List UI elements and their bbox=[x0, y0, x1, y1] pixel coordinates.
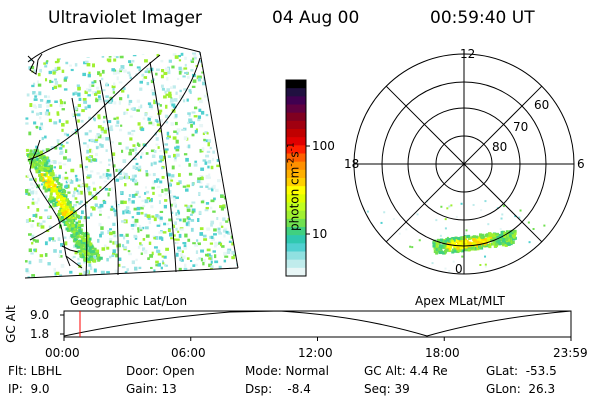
instrument-title: Ultraviolet Imager bbox=[48, 8, 202, 28]
colorbar-tick-10: 10 bbox=[312, 227, 328, 241]
altitude-plot bbox=[60, 310, 572, 341]
mlat-label-60: 60 bbox=[534, 98, 550, 112]
dsp-readout: Dsp: -8.4 bbox=[245, 382, 311, 396]
coastline bbox=[27, 53, 83, 269]
time-tick-1200: 12:00 bbox=[298, 346, 333, 360]
altitude-curve bbox=[63, 310, 572, 337]
mode-readout: Mode: Normal bbox=[245, 364, 329, 378]
filter-readout: Flt: LBHL bbox=[8, 364, 62, 378]
time-tick-0000: 00:00 bbox=[45, 346, 80, 360]
gain-readout: Gain: 13 bbox=[126, 382, 177, 396]
gc-alt-readout: GC Alt: 4.4 Re bbox=[364, 364, 448, 378]
unit-text: photon cm bbox=[287, 166, 302, 231]
colorbar bbox=[285, 79, 310, 277]
mlt-label-18: 18 bbox=[344, 157, 360, 171]
mlat-label-70: 70 bbox=[513, 120, 529, 134]
unit-exp-2: -1 bbox=[286, 142, 297, 152]
ip-readout: IP: 9.0 bbox=[8, 382, 50, 396]
time-tick-0600: 06:00 bbox=[171, 346, 206, 360]
time-tick-1800: 18:00 bbox=[425, 346, 460, 360]
altitude-y-label: GC Alt bbox=[4, 305, 18, 343]
unit-s: s bbox=[287, 151, 302, 158]
colorbar-unit-label: photon cm-2s-1 bbox=[276, 121, 302, 261]
geo-grid bbox=[24, 37, 239, 279]
polar-grid bbox=[353, 53, 575, 275]
time-tick-2359: 23:59 bbox=[553, 346, 588, 360]
polar-image-panel bbox=[353, 53, 575, 275]
mlt-label-6: 6 bbox=[577, 157, 585, 171]
polar-panel-label: Apex MLat/MLT bbox=[415, 294, 505, 308]
mlat-label-80: 80 bbox=[492, 140, 508, 154]
mlt-label-0: 0 bbox=[455, 262, 463, 276]
glat-readout: GLat: -53.5 bbox=[486, 364, 557, 378]
mlt-label-12: 12 bbox=[460, 47, 476, 61]
geographic-image-panel bbox=[24, 37, 239, 279]
colorbar-tick-100: 100 bbox=[312, 139, 335, 153]
time-label: 00:59:40 UT bbox=[430, 8, 535, 28]
altitude-y-tick-9: 9.0 bbox=[30, 308, 50, 322]
unit-exp-1: -2 bbox=[286, 157, 297, 167]
date-label: 04 Aug 00 bbox=[272, 8, 360, 28]
door-readout: Door: Open bbox=[126, 364, 195, 378]
altitude-y-tick-1-8: 1.8 bbox=[30, 327, 50, 341]
glon-readout: GLon: 26.3 bbox=[486, 382, 556, 396]
geo-panel-label: Geographic Lat/Lon bbox=[70, 294, 188, 308]
seq-readout: Seq: 39 bbox=[364, 382, 410, 396]
